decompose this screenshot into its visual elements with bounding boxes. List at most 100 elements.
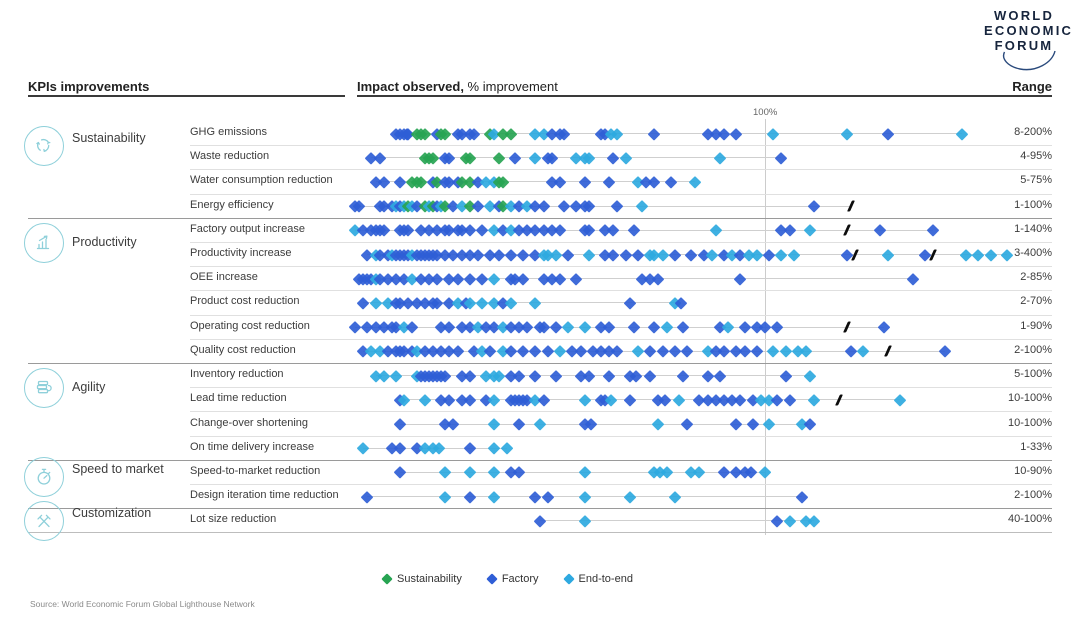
row-range-track xyxy=(400,423,811,425)
kpi-row-range: 2-100% xyxy=(1014,489,1052,502)
data-point-f xyxy=(517,248,530,261)
data-point-f xyxy=(463,272,476,285)
data-point-f xyxy=(607,248,620,261)
data-point-f xyxy=(623,296,636,309)
row-separator xyxy=(190,435,1052,437)
data-point-f xyxy=(607,224,620,237)
data-point-f xyxy=(463,490,476,503)
data-point-f xyxy=(648,321,661,334)
kpi-row-label: Operating cost reduction xyxy=(190,319,310,332)
data-point-f xyxy=(771,393,784,406)
data-point-f xyxy=(570,272,583,285)
data-point-f xyxy=(578,175,591,188)
data-point-f xyxy=(738,321,751,334)
data-point-f xyxy=(648,175,661,188)
recycle-category-icon-circle xyxy=(24,126,64,166)
data-point-e xyxy=(504,296,517,309)
kpi-row-range: 5-100% xyxy=(1014,368,1052,381)
data-point-e xyxy=(804,224,817,237)
legend-label: Factory xyxy=(501,573,539,585)
data-point-f xyxy=(713,369,726,382)
data-point-f xyxy=(668,248,681,261)
data-point-f xyxy=(779,369,792,382)
data-point-f xyxy=(681,345,694,358)
data-point-f xyxy=(623,393,636,406)
data-point-f xyxy=(443,321,456,334)
data-point-e xyxy=(578,466,591,479)
kpi-row-range: 1-33% xyxy=(1020,440,1052,453)
impact-column-header: Impact observed, % improvement xyxy=(357,79,558,94)
data-point-f xyxy=(619,248,632,261)
data-point-f xyxy=(730,127,743,140)
kpi-row-label: Change-over shortening xyxy=(190,416,309,429)
crossed-hammers-icon xyxy=(37,514,51,528)
data-point-f xyxy=(451,345,464,358)
kpi-row-range: 2-70% xyxy=(1020,295,1052,308)
data-point-e xyxy=(808,514,821,527)
row-separator xyxy=(190,290,1052,292)
row-range-track xyxy=(400,399,901,401)
data-point-e xyxy=(439,466,452,479)
data-point-f xyxy=(394,442,407,455)
group-separator xyxy=(28,508,1052,510)
data-point-f xyxy=(603,369,616,382)
data-point-e xyxy=(840,127,854,140)
data-point-f xyxy=(738,345,751,358)
kpi-row-range: 2-85% xyxy=(1020,271,1052,284)
data-point-s xyxy=(492,151,505,164)
data-point-e xyxy=(529,151,542,164)
recycle-icon xyxy=(36,138,51,152)
data-point-f xyxy=(668,345,681,358)
data-point-f xyxy=(463,442,476,455)
data-point-f xyxy=(529,345,542,358)
data-point-f xyxy=(508,151,521,164)
data-point-f xyxy=(676,321,690,334)
data-point-e xyxy=(668,490,681,503)
legend: Sustainability Factory End-to-end xyxy=(381,573,633,585)
data-point-f xyxy=(717,127,731,140)
data-point-f xyxy=(443,393,456,406)
data-point-f xyxy=(512,418,526,431)
data-point-e xyxy=(533,418,546,431)
data-point-f xyxy=(717,345,731,358)
data-point-e xyxy=(529,296,542,309)
impact-header-bold: Impact observed, xyxy=(357,79,464,94)
data-point-f xyxy=(541,490,554,503)
data-point-e xyxy=(713,151,726,164)
data-point-f xyxy=(631,248,644,261)
data-point-f xyxy=(676,369,690,382)
data-point-e xyxy=(578,490,591,503)
row-separator xyxy=(190,387,1052,389)
data-point-f xyxy=(517,272,530,285)
data-point-f xyxy=(808,200,821,213)
data-point-f xyxy=(430,272,444,285)
data-point-f xyxy=(771,514,784,527)
data-point-f xyxy=(906,272,919,285)
kpi-row-range: 5-75% xyxy=(1020,174,1052,187)
data-point-e xyxy=(635,200,649,213)
data-point-f xyxy=(504,345,517,358)
data-point-e xyxy=(799,345,813,358)
data-point-f xyxy=(394,466,407,479)
data-point-f xyxy=(406,321,419,334)
stack-icon xyxy=(36,380,52,394)
wef-logo-line2: ECONOMIC xyxy=(984,23,1074,38)
legend-item-sustainability: Sustainability xyxy=(381,573,462,585)
data-point-f xyxy=(463,393,476,406)
group-separator xyxy=(28,532,1052,534)
data-point-f xyxy=(517,345,530,358)
data-point-f xyxy=(476,224,489,237)
crossed-hammers-category-icon-circle xyxy=(24,501,64,541)
data-point-f xyxy=(476,272,489,285)
kpi-row-label: Quality cost reduction xyxy=(190,343,296,356)
data-point-f xyxy=(373,151,386,164)
data-point-e xyxy=(857,345,870,358)
data-point-f xyxy=(927,224,940,237)
data-point-e xyxy=(553,345,567,358)
row-range-track xyxy=(363,302,681,304)
stopwatch-category-icon-circle xyxy=(24,457,64,497)
data-point-e xyxy=(787,248,800,261)
data-point-e xyxy=(389,369,403,382)
data-point-f xyxy=(603,321,616,334)
